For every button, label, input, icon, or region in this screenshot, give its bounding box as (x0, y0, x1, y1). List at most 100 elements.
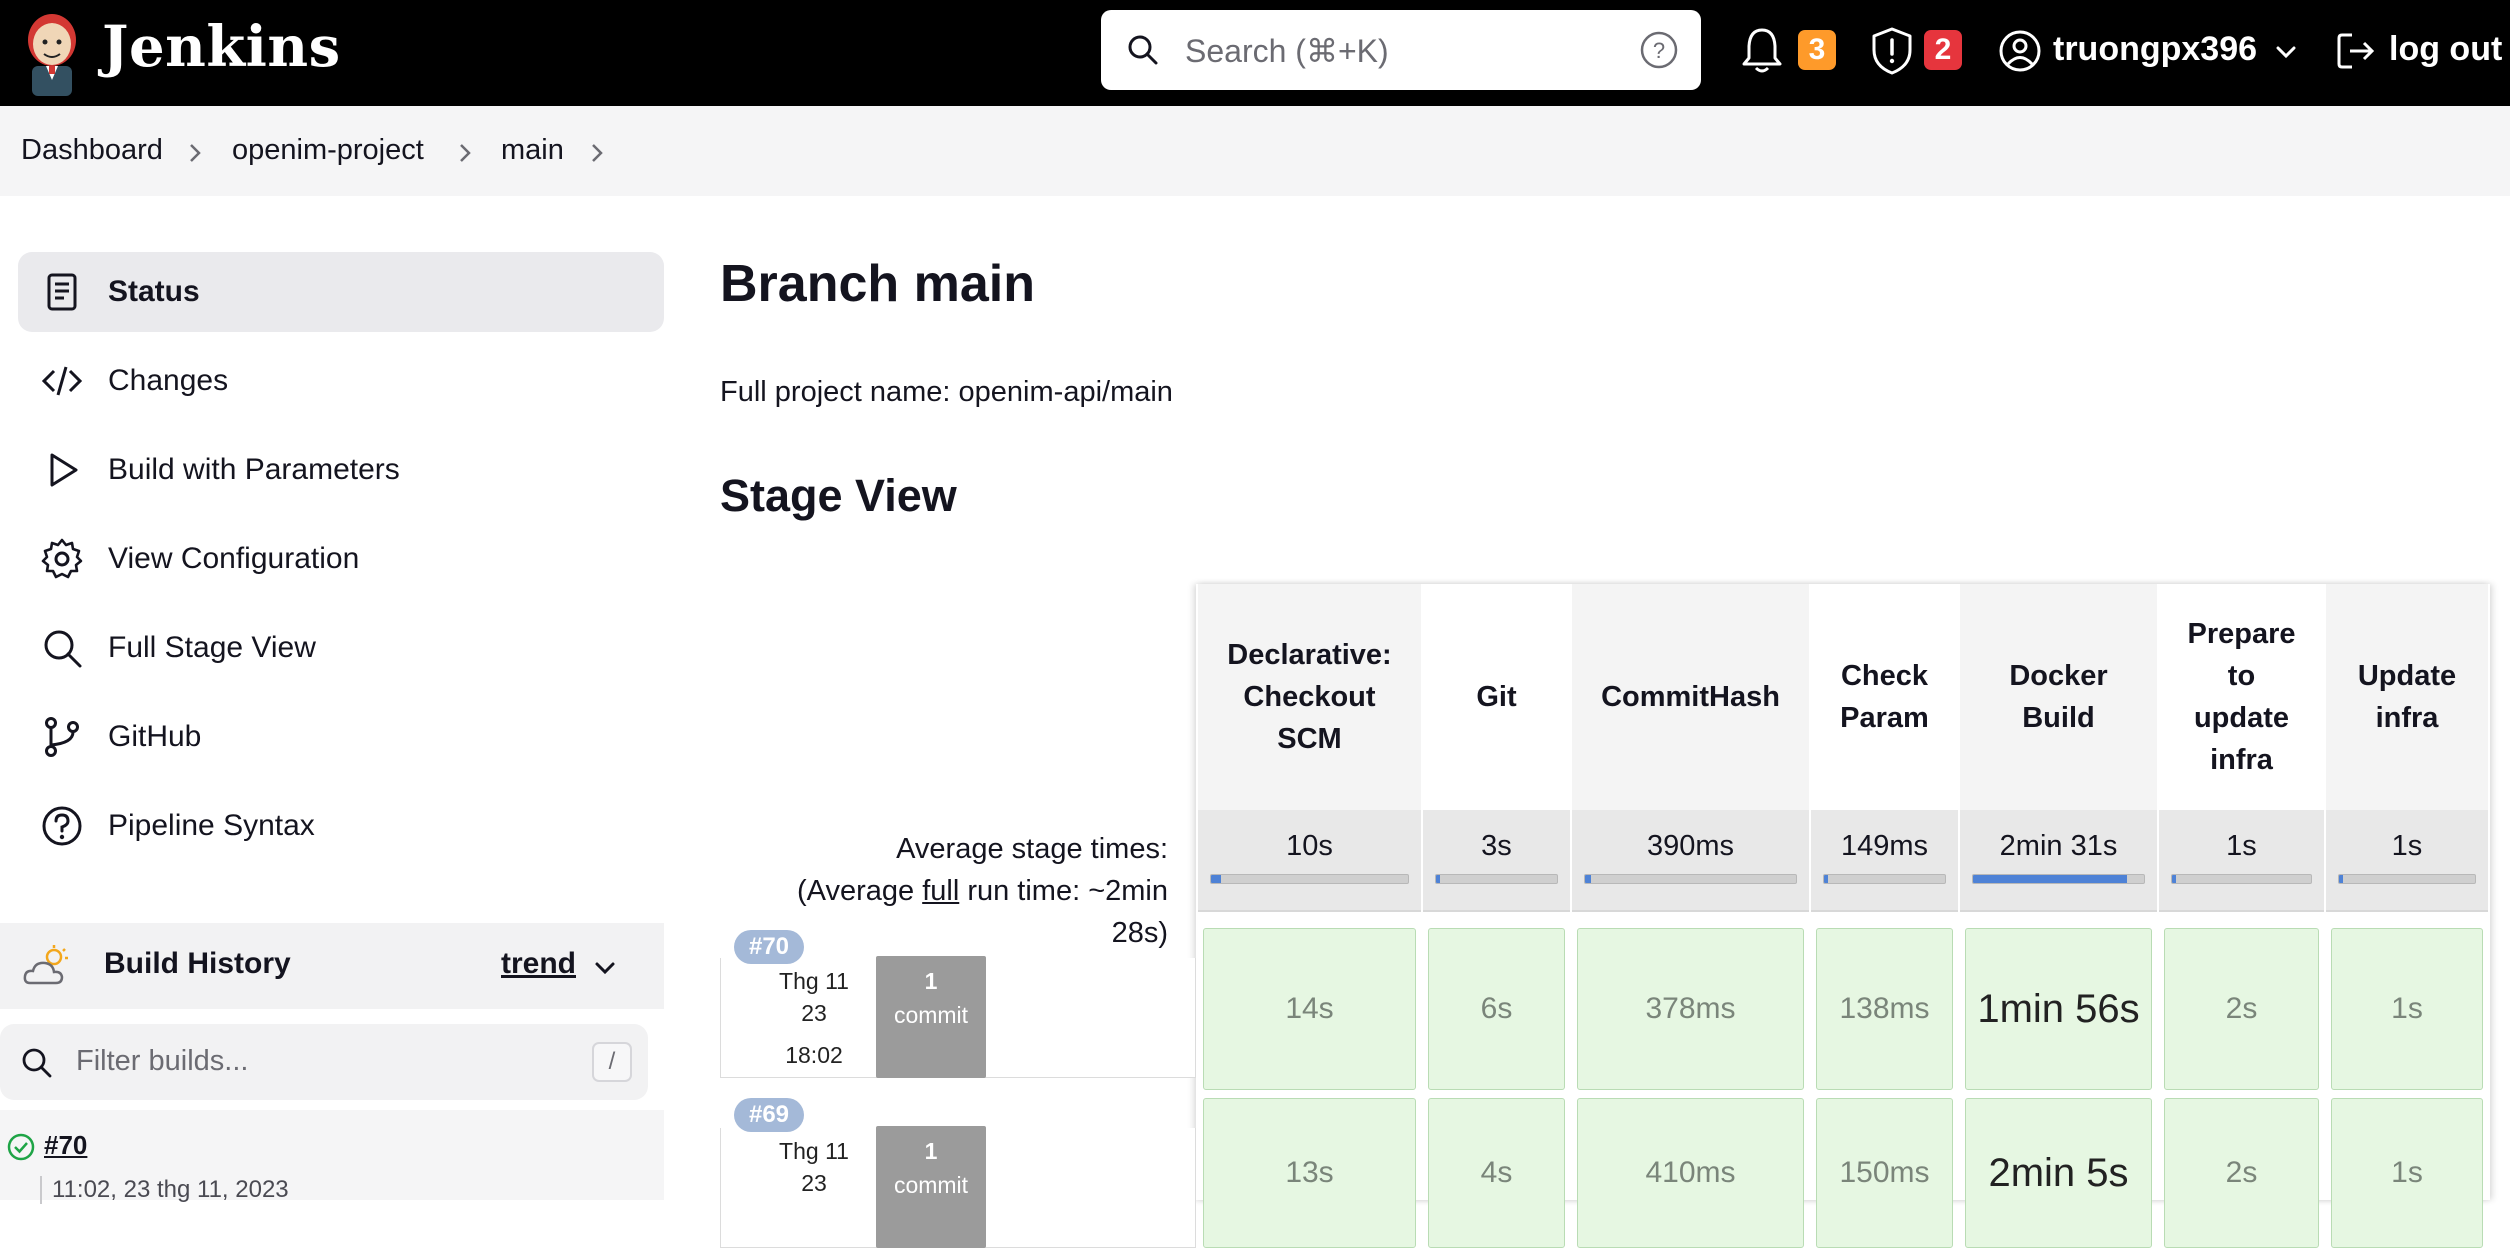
sidebar-item-build-with-parameters[interactable]: Build with Parameters (18, 430, 664, 510)
logout-icon[interactable] (2334, 29, 2378, 73)
chevron-down-icon[interactable] (2272, 38, 2300, 66)
bell-icon[interactable] (1740, 26, 1784, 76)
success-check-icon (7, 1133, 35, 1161)
stage-average-check-param: 149ms (1811, 810, 1958, 912)
stage-header-check-param: Check Param (1811, 584, 1958, 810)
stage-cell[interactable]: 2min 5s (1965, 1098, 2152, 1248)
filter-builds[interactable]: Filter builds... / (0, 1024, 648, 1100)
stage-header-docker-build: Docker Build (1960, 584, 2157, 810)
stage-cell[interactable]: 1min 56s (1965, 928, 2152, 1090)
stage-cell[interactable]: 378ms (1577, 928, 1804, 1090)
commit-count: 1 (924, 968, 938, 994)
stage-average-fill (2172, 875, 2177, 883)
gear-icon (41, 538, 83, 579)
stage-average-docker-build: 2min 31s (1960, 810, 2157, 912)
stage-header-declarative-checkout-scm: Declarative: Checkout SCM (1198, 584, 1421, 810)
page-title: Branch main (720, 255, 1035, 313)
stage-average-time: 1s (2391, 830, 2423, 862)
help-icon (42, 806, 82, 846)
shield-icon[interactable] (1870, 26, 1914, 76)
build-row-70[interactable]: #70 Thg 11 23 18:02 1 commit (720, 920, 1196, 1080)
search-icon (44, 630, 82, 668)
stage-cell[interactable]: 150ms (1816, 1098, 1953, 1248)
stage-average-bar (1584, 874, 1797, 884)
stage-average-commithash: 390ms (1572, 810, 1809, 912)
stage-average-time: 149ms (1840, 830, 1929, 862)
search-icon (22, 1048, 52, 1078)
stage-average-bar (2171, 874, 2312, 884)
trend-link[interactable]: trend (501, 947, 576, 980)
stage-cell[interactable]: 2s (2164, 1098, 2319, 1248)
commit-count-badge[interactable]: 1 commit (876, 1126, 986, 1248)
stage-header-label: Prepare to update infra (2187, 618, 2296, 776)
average-stage-times-label: Average stage times: (Average full run t… (720, 828, 1168, 954)
chevron-down-icon[interactable] (592, 955, 618, 981)
sidebar-item-label: View Configuration (108, 542, 360, 575)
avg-label-line-3: 28s) (1111, 917, 1168, 949)
stage-header-label: Docker Build (2009, 660, 2108, 734)
stage-header-label: Git (1476, 681, 1517, 713)
sidebar-item-status[interactable]: Status (18, 252, 664, 332)
stage-average-bar (1210, 874, 1409, 884)
stage-cell[interactable]: 6s (1428, 928, 1565, 1090)
breadcrumb-dashboard[interactable]: Dashboard (21, 134, 163, 166)
chevron-right-icon[interactable] (588, 142, 606, 164)
stage-average-time: 1s (2226, 830, 2257, 862)
user-icon[interactable] (1998, 29, 2042, 73)
sidebar-item-label: Status (108, 275, 200, 308)
stage-cell[interactable]: 13s (1203, 1098, 1416, 1248)
commit-count-badge[interactable]: 1 commit (876, 956, 986, 1078)
stage-average-time: 3s (1481, 830, 1512, 862)
build-date-line: Thg 11 (779, 968, 849, 994)
jenkins-brand[interactable]: Jenkins (102, 14, 341, 80)
jenkins-logo-icon[interactable] (20, 10, 84, 98)
security-badge[interactable]: 2 (1924, 30, 1962, 70)
sidebar-item-changes[interactable]: Changes (18, 341, 664, 421)
stage-average-update-infra: 1s (2326, 810, 2488, 912)
filter-builds-input[interactable]: Filter builds... (76, 1045, 249, 1077)
build-link[interactable]: #70 (44, 1130, 88, 1160)
stage-average-time: 2min 31s (1999, 830, 2118, 862)
stage-cell[interactable]: 14s (1203, 928, 1416, 1090)
stage-header-prepare-to-update-infra: Prepare to update infra (2159, 584, 2324, 810)
search-box[interactable]: Search (⌘+K) ? (1101, 10, 1701, 90)
stage-cell[interactable]: 2s (2164, 928, 2319, 1090)
notifications-badge[interactable]: 3 (1798, 30, 1836, 70)
stage-average-fill (2339, 875, 2344, 883)
breadcrumb-project[interactable]: openim-project (232, 134, 424, 166)
breadcrumb-branch[interactable]: main (501, 134, 564, 166)
stage-cell[interactable]: 1s (2331, 928, 2483, 1090)
stage-view-title: Stage View (720, 470, 957, 521)
build-row-69[interactable]: #69 Thg 11 23 1 commit (720, 1090, 1196, 1250)
search-input[interactable]: Search (⌘+K) (1185, 33, 1389, 69)
search-icon (1128, 35, 1158, 65)
sidebar-item-github[interactable]: GitHub (18, 697, 664, 777)
document-icon (47, 273, 77, 311)
commit-label: commit (893, 1172, 969, 1198)
sidebar-item-view-configuration[interactable]: View Configuration (18, 519, 664, 599)
build-number-badge[interactable]: #70 (734, 930, 804, 964)
stage-cell[interactable]: 138ms (1816, 928, 1953, 1090)
help-icon[interactable]: ? (1639, 30, 1679, 70)
sidebar-item-pipeline-syntax[interactable]: Pipeline Syntax (18, 786, 664, 866)
stage-header-label: Update infra (2357, 660, 2457, 734)
stage-header-commithash: CommitHash (1572, 584, 1809, 810)
logout-link[interactable]: log out (2389, 30, 2503, 68)
stage-header-label: CommitHash (1601, 681, 1780, 713)
stage-average-bar (1972, 874, 2145, 884)
stage-average-fill (1436, 875, 1440, 883)
full-run-link[interactable]: full (922, 875, 960, 907)
stage-cell[interactable]: 4s (1428, 1098, 1565, 1248)
stage-header-label: Declarative: Checkout SCM (1227, 639, 1392, 755)
user-name-link[interactable]: truongpx396 (2053, 30, 2258, 68)
svg-text:?: ? (1653, 38, 1665, 63)
sidebar-item-full-stage-view[interactable]: Full Stage View (18, 608, 664, 688)
build-date-line: 23 (801, 1000, 827, 1026)
chevron-right-icon (190, 144, 201, 162)
stage-average-bar (1435, 874, 1558, 884)
build-number-badge[interactable]: #69 (734, 1098, 804, 1132)
build-history-header: Build History trend (0, 923, 664, 1009)
stage-average-fill (1585, 875, 1592, 883)
stage-cell[interactable]: 1s (2331, 1098, 2483, 1248)
stage-cell[interactable]: 410ms (1577, 1098, 1804, 1248)
